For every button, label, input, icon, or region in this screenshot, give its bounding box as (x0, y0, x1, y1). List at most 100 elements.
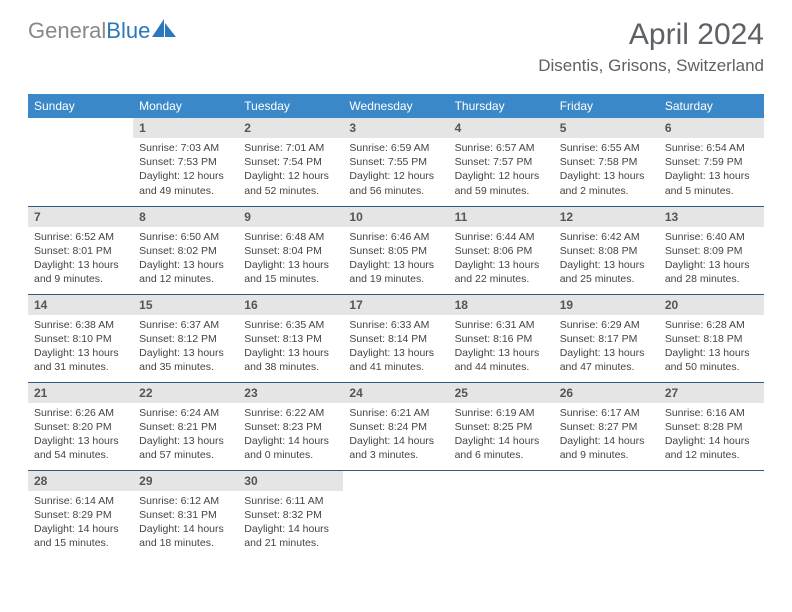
sunrise-line: Sunrise: 6:48 AM (244, 230, 337, 244)
sunset-line: Sunset: 8:08 PM (560, 244, 653, 258)
calendar-day: 4Sunrise: 6:57 AMSunset: 7:57 PMDaylight… (449, 118, 554, 206)
day-body: Sunrise: 6:26 AMSunset: 8:20 PMDaylight:… (28, 403, 133, 467)
sunset-line: Sunset: 8:13 PM (244, 332, 337, 346)
sunrise-line: Sunrise: 6:16 AM (665, 406, 758, 420)
calendar-day-empty (28, 118, 133, 206)
calendar-week: 21Sunrise: 6:26 AMSunset: 8:20 PMDayligh… (28, 382, 764, 470)
day-body: Sunrise: 6:35 AMSunset: 8:13 PMDaylight:… (238, 315, 343, 379)
daylight-line: Daylight: 14 hours and 3 minutes. (349, 434, 442, 462)
calendar-day: 5Sunrise: 6:55 AMSunset: 7:58 PMDaylight… (554, 118, 659, 206)
sunset-line: Sunset: 7:54 PM (244, 155, 337, 169)
sunrise-line: Sunrise: 6:29 AM (560, 318, 653, 332)
day-body: Sunrise: 6:33 AMSunset: 8:14 PMDaylight:… (343, 315, 448, 379)
sunrise-line: Sunrise: 6:19 AM (455, 406, 548, 420)
weekday-header: Tuesday (238, 94, 343, 118)
day-number: 29 (133, 471, 238, 491)
calendar-week: 1Sunrise: 7:03 AMSunset: 7:53 PMDaylight… (28, 118, 764, 206)
calendar-day-empty (343, 470, 448, 558)
day-number: 9 (238, 207, 343, 227)
calendar-day-empty (659, 470, 764, 558)
sunset-line: Sunset: 8:32 PM (244, 508, 337, 522)
sunset-line: Sunset: 8:23 PM (244, 420, 337, 434)
daylight-line: Daylight: 13 hours and 9 minutes. (34, 258, 127, 286)
calendar-day: 17Sunrise: 6:33 AMSunset: 8:14 PMDayligh… (343, 294, 448, 382)
weekday-header: Monday (133, 94, 238, 118)
sunrise-line: Sunrise: 6:12 AM (139, 494, 232, 508)
daylight-line: Daylight: 13 hours and 31 minutes. (34, 346, 127, 374)
sunset-line: Sunset: 8:29 PM (34, 508, 127, 522)
daylight-line: Daylight: 14 hours and 6 minutes. (455, 434, 548, 462)
sail-icon (152, 19, 178, 44)
title-block: April 2024 Disentis, Grisons, Switzerlan… (538, 18, 764, 76)
calendar-table: SundayMondayTuesdayWednesdayThursdayFrid… (28, 94, 764, 558)
day-number: 22 (133, 383, 238, 403)
sunrise-line: Sunrise: 6:57 AM (455, 141, 548, 155)
daylight-line: Daylight: 13 hours and 28 minutes. (665, 258, 758, 286)
day-number: 6 (659, 118, 764, 138)
daylight-line: Daylight: 13 hours and 38 minutes. (244, 346, 337, 374)
sunset-line: Sunset: 8:31 PM (139, 508, 232, 522)
day-number: 16 (238, 295, 343, 315)
daylight-line: Daylight: 13 hours and 25 minutes. (560, 258, 653, 286)
daylight-line: Daylight: 13 hours and 57 minutes. (139, 434, 232, 462)
daylight-line: Daylight: 13 hours and 44 minutes. (455, 346, 548, 374)
calendar-week: 7Sunrise: 6:52 AMSunset: 8:01 PMDaylight… (28, 206, 764, 294)
weekday-header: Wednesday (343, 94, 448, 118)
weekday-row: SundayMondayTuesdayWednesdayThursdayFrid… (28, 94, 764, 118)
day-body: Sunrise: 6:22 AMSunset: 8:23 PMDaylight:… (238, 403, 343, 467)
day-body: Sunrise: 6:44 AMSunset: 8:06 PMDaylight:… (449, 227, 554, 291)
calendar-day: 28Sunrise: 6:14 AMSunset: 8:29 PMDayligh… (28, 470, 133, 558)
sunset-line: Sunset: 8:28 PM (665, 420, 758, 434)
calendar-day: 8Sunrise: 6:50 AMSunset: 8:02 PMDaylight… (133, 206, 238, 294)
sunrise-line: Sunrise: 6:50 AM (139, 230, 232, 244)
daylight-line: Daylight: 13 hours and 50 minutes. (665, 346, 758, 374)
sunset-line: Sunset: 8:06 PM (455, 244, 548, 258)
day-body: Sunrise: 7:03 AMSunset: 7:53 PMDaylight:… (133, 138, 238, 202)
sunrise-line: Sunrise: 6:11 AM (244, 494, 337, 508)
calendar-day: 20Sunrise: 6:28 AMSunset: 8:18 PMDayligh… (659, 294, 764, 382)
sunrise-line: Sunrise: 6:54 AM (665, 141, 758, 155)
day-body: Sunrise: 6:57 AMSunset: 7:57 PMDaylight:… (449, 138, 554, 202)
day-number: 8 (133, 207, 238, 227)
day-body: Sunrise: 6:37 AMSunset: 8:12 PMDaylight:… (133, 315, 238, 379)
day-number: 13 (659, 207, 764, 227)
day-number: 27 (659, 383, 764, 403)
day-body: Sunrise: 6:24 AMSunset: 8:21 PMDaylight:… (133, 403, 238, 467)
sunrise-line: Sunrise: 6:31 AM (455, 318, 548, 332)
day-number: 26 (554, 383, 659, 403)
calendar-day: 7Sunrise: 6:52 AMSunset: 8:01 PMDaylight… (28, 206, 133, 294)
daylight-line: Daylight: 14 hours and 12 minutes. (665, 434, 758, 462)
sunset-line: Sunset: 7:55 PM (349, 155, 442, 169)
calendar-day: 15Sunrise: 6:37 AMSunset: 8:12 PMDayligh… (133, 294, 238, 382)
day-body: Sunrise: 6:40 AMSunset: 8:09 PMDaylight:… (659, 227, 764, 291)
sunset-line: Sunset: 8:02 PM (139, 244, 232, 258)
calendar-day: 12Sunrise: 6:42 AMSunset: 8:08 PMDayligh… (554, 206, 659, 294)
daylight-line: Daylight: 14 hours and 9 minutes. (560, 434, 653, 462)
sunrise-line: Sunrise: 6:52 AM (34, 230, 127, 244)
weekday-header: Friday (554, 94, 659, 118)
sunset-line: Sunset: 7:57 PM (455, 155, 548, 169)
day-number: 24 (343, 383, 448, 403)
sunset-line: Sunset: 8:21 PM (139, 420, 232, 434)
calendar-day-empty (554, 470, 659, 558)
daylight-line: Daylight: 13 hours and 5 minutes. (665, 169, 758, 197)
sunset-line: Sunset: 8:04 PM (244, 244, 337, 258)
day-body: Sunrise: 6:54 AMSunset: 7:59 PMDaylight:… (659, 138, 764, 202)
day-number: 5 (554, 118, 659, 138)
daylight-line: Daylight: 14 hours and 0 minutes. (244, 434, 337, 462)
day-number: 25 (449, 383, 554, 403)
day-number: 23 (238, 383, 343, 403)
daylight-line: Daylight: 13 hours and 22 minutes. (455, 258, 548, 286)
daylight-line: Daylight: 12 hours and 56 minutes. (349, 169, 442, 197)
sunset-line: Sunset: 8:10 PM (34, 332, 127, 346)
calendar-week: 14Sunrise: 6:38 AMSunset: 8:10 PMDayligh… (28, 294, 764, 382)
calendar-day: 29Sunrise: 6:12 AMSunset: 8:31 PMDayligh… (133, 470, 238, 558)
day-body: Sunrise: 6:19 AMSunset: 8:25 PMDaylight:… (449, 403, 554, 467)
calendar-day: 14Sunrise: 6:38 AMSunset: 8:10 PMDayligh… (28, 294, 133, 382)
daylight-line: Daylight: 13 hours and 15 minutes. (244, 258, 337, 286)
sunset-line: Sunset: 8:17 PM (560, 332, 653, 346)
day-number: 19 (554, 295, 659, 315)
day-body: Sunrise: 6:17 AMSunset: 8:27 PMDaylight:… (554, 403, 659, 467)
day-number: 3 (343, 118, 448, 138)
day-body: Sunrise: 6:16 AMSunset: 8:28 PMDaylight:… (659, 403, 764, 467)
